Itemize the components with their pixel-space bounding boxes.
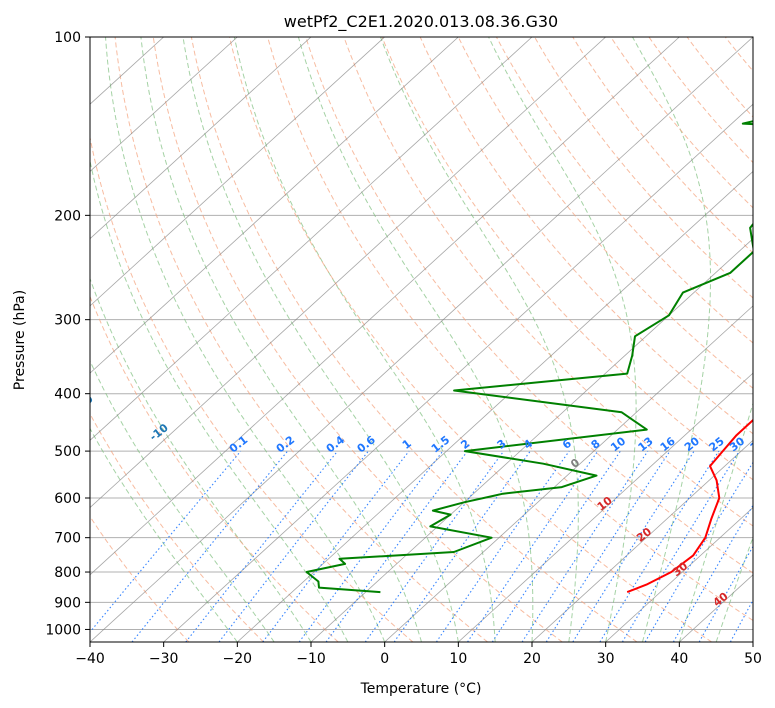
- mixing-ratio-line: [545, 450, 671, 642]
- mixing-ratio-line: [185, 450, 339, 642]
- y-tick-label: 900: [54, 595, 81, 611]
- dry-adiabat-line: [495, 37, 753, 344]
- isotherm-line: [90, 37, 238, 172]
- y-axis: 100 200 300 400 500 600 700 800 900 1000: [45, 30, 90, 638]
- x-tick-label: 30: [597, 651, 615, 667]
- isotherm-line: [90, 37, 680, 576]
- dry-adiabat-line: [190, 37, 638, 642]
- moist-adiabat-line: [715, 535, 753, 642]
- mixing-ratio-label: 36: [748, 434, 768, 454]
- mixing-ratio-line: [729, 599, 753, 642]
- dry-adiabat-line: [648, 37, 753, 164]
- x-tick-label: −40: [75, 651, 105, 667]
- dry-adiabat-line: [343, 37, 753, 527]
- skewed-isotherms: [90, 37, 753, 642]
- y-axis-label: Pressure (hPa): [12, 290, 28, 390]
- moist-adiabat-line: [140, 37, 422, 642]
- dry-adiabat-line: [90, 295, 339, 642]
- isotherm-line: [90, 37, 606, 509]
- mixing-ratio-line: [644, 461, 753, 642]
- moist-adiabat-line: [90, 359, 275, 642]
- isotherm-line: [458, 372, 753, 642]
- moist-adiabat-line: [233, 37, 496, 642]
- isotherm-line: [90, 37, 753, 642]
- mixing-ratio-line: [218, 450, 369, 642]
- mixing-ratio-line: [698, 545, 753, 642]
- isotherm-line: [90, 37, 459, 374]
- dry-adiabat-line: [381, 37, 753, 481]
- dry-adiabat-line: [90, 135, 414, 642]
- moist-adiabat-line: [678, 401, 753, 642]
- y-tick-label: 1000: [45, 622, 81, 638]
- y-tick-label: 500: [54, 444, 81, 460]
- temperature-profile-line: [626, 418, 753, 594]
- dry-adiabat-line: [229, 37, 712, 642]
- mixing-ratio-line: [393, 450, 531, 642]
- y-tick-label: 200: [54, 208, 81, 224]
- isotherm-line: [605, 507, 753, 642]
- isotherm-line: [90, 37, 533, 441]
- y-tick-label: 700: [54, 531, 81, 547]
- mixing-ratio-line: [572, 450, 695, 642]
- x-tick-label: −30: [149, 651, 179, 667]
- moist-adiabats: [90, 37, 753, 642]
- y-tick-label: 600: [54, 491, 81, 507]
- mixing-ratio-line: [599, 450, 720, 642]
- x-tick-label: 40: [670, 651, 688, 667]
- isotherm-line: [237, 170, 753, 642]
- mixing-ratio-line: [90, 450, 242, 633]
- x-tick-label: −20: [223, 651, 253, 667]
- x-axis-label: Temperature (°C): [360, 681, 482, 697]
- moist-adiabat-line: [380, 37, 579, 642]
- mixing-ratio-line: [262, 450, 410, 642]
- dry-adiabat-line: [534, 37, 753, 299]
- isotherm-line: [384, 305, 753, 642]
- mixing-ratio-line: [364, 450, 505, 642]
- isotherm-line: [90, 37, 385, 307]
- x-tick-label: 0: [380, 651, 389, 667]
- moist-adiabat-line: [90, 427, 238, 642]
- pressure-gridlines: [90, 37, 753, 630]
- y-tick-label: 300: [54, 313, 81, 329]
- dry-adiabat-line: [267, 37, 753, 622]
- dry-adiabats: [90, 37, 753, 642]
- series-layer: [305, 120, 753, 594]
- isotherm-line: [531, 439, 753, 642]
- dewpoint-profile-line: [305, 120, 753, 594]
- dry-adiabat-line: [305, 37, 753, 574]
- dry-adiabat-line: [90, 515, 190, 642]
- plot-frame: [89, 36, 754, 643]
- isotherm-line: [310, 238, 753, 642]
- chart-title: wetPf2_C2E1.2020.013.08.36.G30: [284, 12, 558, 32]
- moist-adiabat-line: [297, 37, 534, 642]
- mixing-ratio-line: [672, 504, 753, 642]
- mixing-ratio-line: [131, 450, 289, 642]
- x-tick-label: −10: [296, 651, 326, 667]
- y-tick-label: 800: [54, 565, 81, 581]
- isotherm-line: [163, 103, 753, 642]
- dry-adiabat-label: -20: [72, 392, 96, 415]
- x-axis: −40 −30 −20 −10 0 10 20 30 40 50: [75, 642, 762, 667]
- isotherm-line: [90, 37, 312, 240]
- x-tick-label: 50: [744, 651, 762, 667]
- x-tick-label: 20: [523, 651, 541, 667]
- plot-area: 0.10.20.40.611.52346810131620253036-100-…: [72, 37, 768, 642]
- moist-adiabat-line: [182, 37, 459, 642]
- dry-adiabat-line: [610, 37, 753, 209]
- moist-adiabat-line: [488, 37, 637, 642]
- y-tick-label: 100: [54, 30, 81, 46]
- moist-adiabat-line: [90, 158, 349, 642]
- dry-adiabat-line: [457, 37, 753, 389]
- x-tick-label: 10: [449, 651, 467, 667]
- y-tick-label: 400: [54, 387, 81, 403]
- mixing-ratio-line: [621, 450, 740, 642]
